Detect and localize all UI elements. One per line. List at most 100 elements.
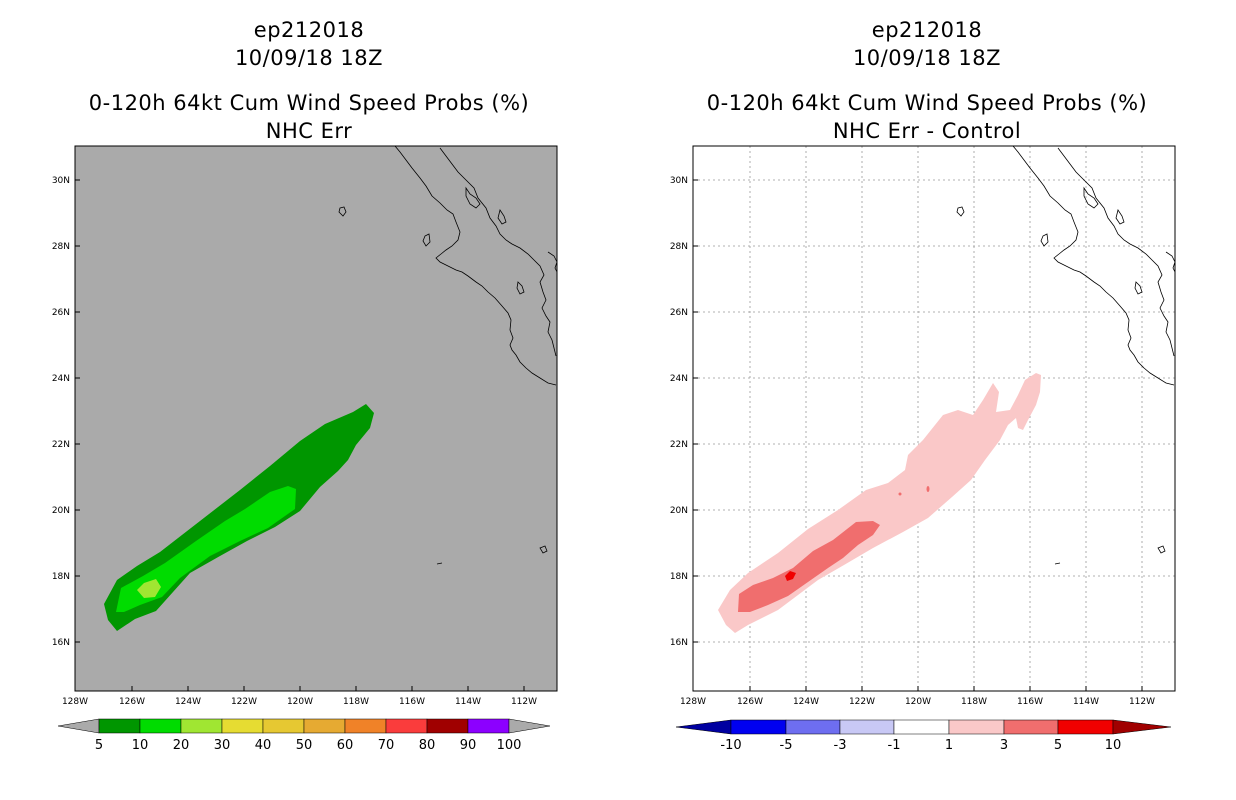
left-lon-label-116w: 116W <box>399 697 425 707</box>
left-cb-label-40: 40 <box>255 738 272 753</box>
right-lon-label-122w: 122W <box>849 697 875 707</box>
left-cb-label-100: 100 <box>497 738 522 753</box>
left-lon-label-128w: 128W <box>62 697 88 707</box>
right-colorbar-low-arrow <box>675 719 732 735</box>
right-lon-label-128w: 128W <box>680 697 706 707</box>
right-map-svg: 30N 28N 26N 24N 22N 20N 18N 16N 128W 126… <box>670 145 1176 753</box>
left-lat-label-22n: 22N <box>52 440 70 450</box>
left-cb-label-80: 80 <box>419 738 436 753</box>
left-lat-label-20n: 20N <box>52 506 70 516</box>
left-lon-label-118w: 118W <box>343 697 369 707</box>
right-lat-label-24n: 24N <box>670 374 688 384</box>
left-title-sub: NHC Err <box>265 119 353 143</box>
left-lon-label-126w: 126W <box>119 697 145 707</box>
right-lat-label-22n: 22N <box>670 440 688 450</box>
right-title-product: 0-120h 64kt Cum Wind Speed Probs (%) <box>706 91 1148 115</box>
right-cb-label-n3: -3 <box>834 738 847 753</box>
left-cb-label-20: 20 <box>173 738 190 753</box>
left-lon-label-114w: 114W <box>455 697 481 707</box>
right-colorbar-swatch-n1 <box>893 719 950 735</box>
left-colorbar-swatch-20 <box>180 718 223 734</box>
left-lat-label-30n: 30N <box>52 176 70 186</box>
right-title-time: 10/09/18 18Z <box>852 46 1002 70</box>
right-lat-label-30n: 30N <box>670 176 688 186</box>
right-colorbar: -10 -5 -3 -1 1 3 5 10 <box>675 719 1172 753</box>
left-colorbar-swatch-5 <box>98 718 141 734</box>
left-cb-label-30: 30 <box>214 738 231 753</box>
right-contour-spot-b <box>898 492 902 496</box>
right-contour-5pct <box>785 571 796 581</box>
right-colorbar-swatch-n3 <box>839 719 895 735</box>
left-lon-label-124w: 124W <box>175 697 201 707</box>
left-colorbar: 5 10 20 30 40 50 60 70 80 90 100 <box>57 718 551 753</box>
left-colorbar-swatch-60 <box>344 718 387 734</box>
left-cb-label-50: 50 <box>296 738 313 753</box>
right-coastline <box>956 145 1176 565</box>
right-cb-label-p5: 5 <box>1054 738 1062 753</box>
right-lon-label-114w: 114W <box>1073 697 1099 707</box>
right-cb-label-p1: 1 <box>945 738 953 753</box>
left-title-time: 10/09/18 18Z <box>234 46 384 70</box>
right-colorbar-swatch-p5 <box>1057 719 1114 735</box>
left-cb-label-5: 5 <box>95 738 103 753</box>
left-colorbar-swatch-10 <box>139 718 182 734</box>
right-cb-label-n10: -10 <box>720 738 741 753</box>
right-cb-label-p10: 10 <box>1105 738 1122 753</box>
right-lon-label-120w: 120W <box>905 697 931 707</box>
right-lon-label-126w: 126W <box>737 697 763 707</box>
left-colorbar-low-arrow <box>57 718 100 734</box>
left-colorbar-swatch-40 <box>262 718 305 734</box>
left-coastline <box>338 145 558 565</box>
right-colorbar-high-arrow <box>1112 719 1172 735</box>
left-map-svg: 30N 28N 26N 24N 22N 20N 18N 16N 128W 126… <box>52 145 558 753</box>
left-cb-label-60: 60 <box>337 738 354 753</box>
left-colorbar-swatch-50 <box>303 718 346 734</box>
right-lat-label-16n: 16N <box>670 638 688 648</box>
left-cb-label-10: 10 <box>132 738 149 753</box>
left-colorbar-swatch-90 <box>467 718 510 734</box>
left-colorbar-swatch-70 <box>385 718 428 734</box>
left-lon-label-112w: 112W <box>511 697 537 707</box>
right-colorbar-swatch-n10 <box>730 719 787 735</box>
right-lon-label-118w: 118W <box>961 697 987 707</box>
right-contour-spot-a <box>926 486 930 492</box>
right-lon-label-112w: 112W <box>1129 697 1155 707</box>
left-colorbar-swatch-30 <box>221 718 264 734</box>
right-contour-3pct <box>738 521 880 612</box>
right-gridlines <box>693 146 1175 691</box>
right-lon-label-124w: 124W <box>793 697 819 707</box>
right-lat-label-20n: 20N <box>670 506 688 516</box>
left-axis-ticks <box>75 179 525 691</box>
right-axis-ticks <box>693 179 1143 691</box>
left-lat-label-28n: 28N <box>52 242 70 252</box>
right-cb-label-n1: -1 <box>888 738 901 753</box>
left-lat-label-18n: 18N <box>52 572 70 582</box>
right-cb-label-p3: 3 <box>1000 738 1008 753</box>
left-lat-label-16n: 16N <box>52 638 70 648</box>
right-lat-label-18n: 18N <box>670 572 688 582</box>
right-lat-label-26n: 26N <box>670 308 688 318</box>
right-lon-label-116w: 116W <box>1017 697 1043 707</box>
left-lon-label-120w: 120W <box>287 697 313 707</box>
left-lat-label-24n: 24N <box>52 374 70 384</box>
left-colorbar-high-arrow <box>508 718 551 734</box>
left-colorbar-swatch-80 <box>426 718 469 734</box>
left-cb-label-70: 70 <box>378 738 395 753</box>
left-contour-20pct <box>137 579 161 598</box>
left-title-storm: ep212018 <box>253 18 365 42</box>
left-contour-10pct <box>116 486 296 612</box>
left-lon-label-122w: 122W <box>231 697 257 707</box>
right-lat-label-28n: 28N <box>670 242 688 252</box>
right-colorbar-swatch-p1 <box>948 719 1005 735</box>
right-title-sub: NHC Err - Control <box>832 119 1022 143</box>
left-lat-label-26n: 26N <box>52 308 70 318</box>
right-map-panel: ep212018 10/09/18 18Z 0-120h 64kt Cum Wi… <box>618 0 1236 800</box>
right-cb-label-n5: -5 <box>780 738 793 753</box>
right-map-frame <box>692 145 1176 692</box>
left-map-panel: ep212018 10/09/18 18Z 0-120h 64kt Cum Wi… <box>52 18 558 753</box>
left-title-product: 0-120h 64kt Cum Wind Speed Probs (%) <box>88 91 530 115</box>
right-colorbar-swatch-p3 <box>1003 719 1059 735</box>
right-colorbar-swatch-n5 <box>785 719 841 735</box>
right-title-storm: ep212018 <box>871 18 983 42</box>
left-cb-label-90: 90 <box>460 738 477 753</box>
